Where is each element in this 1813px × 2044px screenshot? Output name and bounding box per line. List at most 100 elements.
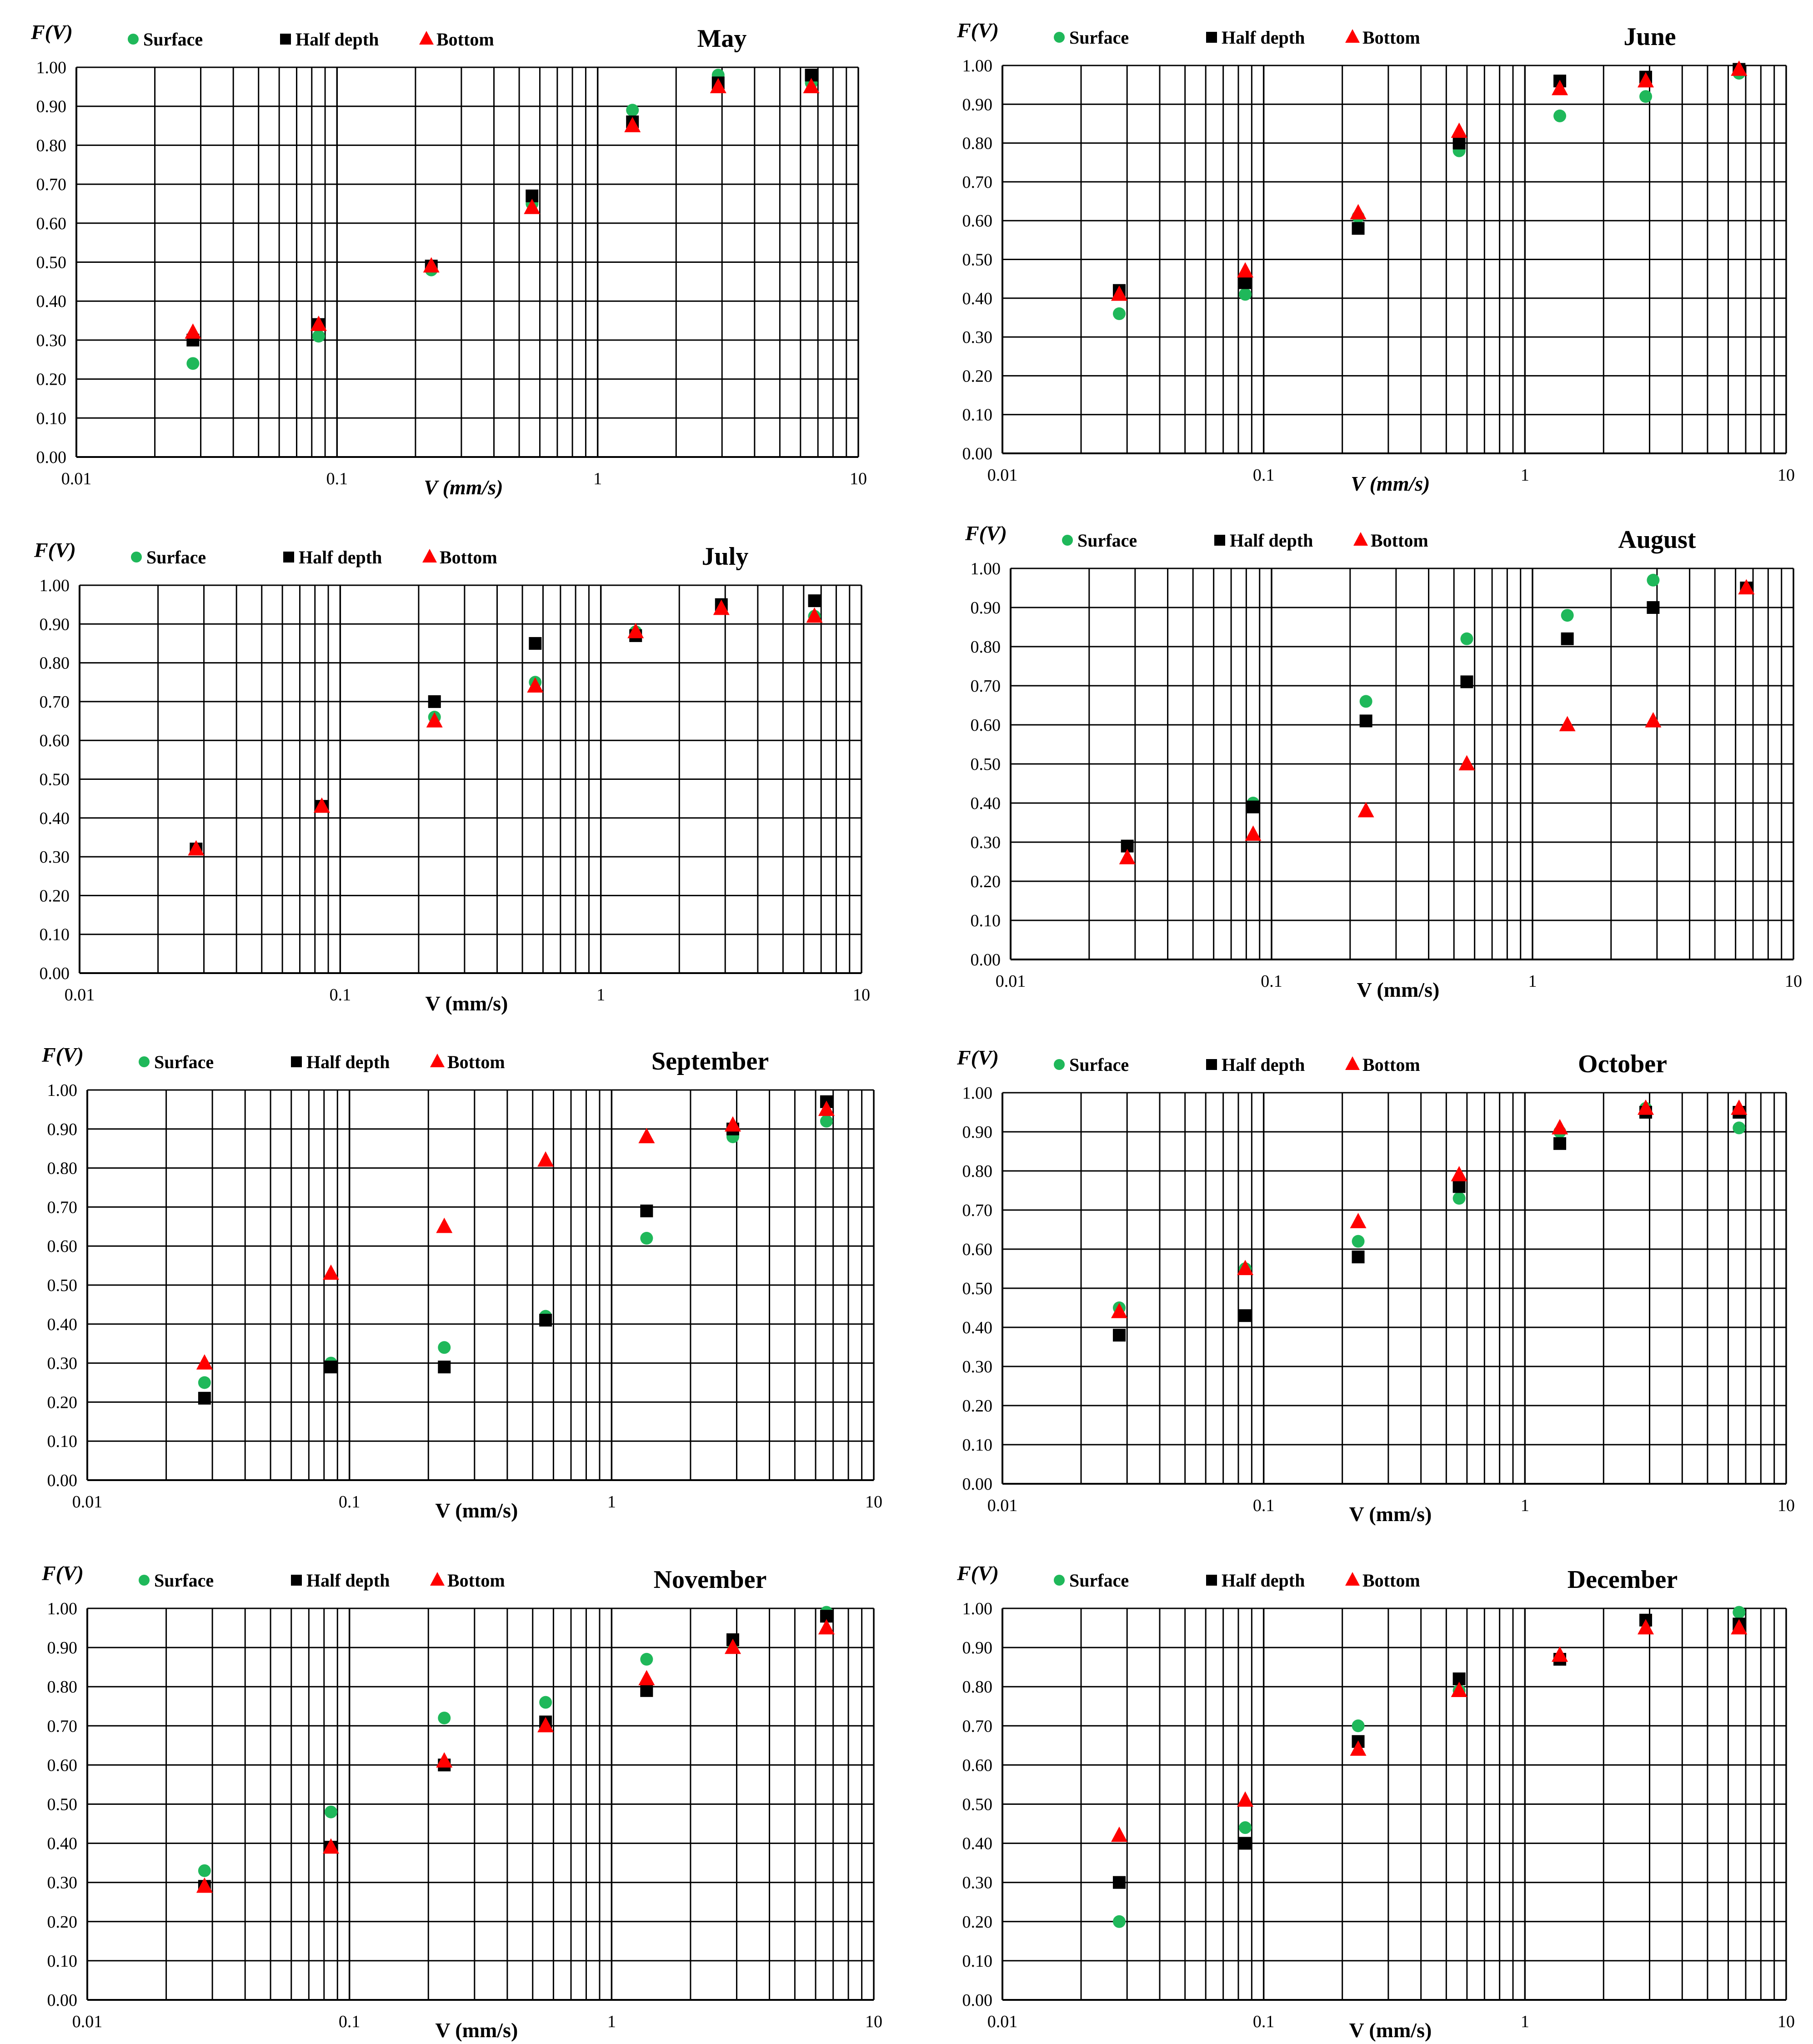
legend-label: Surface [154, 1052, 214, 1072]
x-axis-label: V (mm/s) [435, 2019, 518, 2042]
y-tick-label: 0.00 [40, 964, 70, 983]
data-point-surface [1239, 1821, 1252, 1834]
legend-label: Half depth [1230, 530, 1313, 551]
y-tick-label: 0.20 [47, 1393, 78, 1412]
data-point-bottom [724, 1638, 741, 1654]
y-tick-label: 0.20 [40, 886, 70, 905]
y-tick-label: 1.00 [47, 1081, 78, 1100]
data-point-half-depth [1112, 1329, 1126, 1342]
y-tick-label: 0.80 [962, 134, 993, 153]
data-point-bottom [713, 599, 730, 615]
y-tick-label: 0.80 [36, 136, 67, 155]
y-tick-label: 0.40 [47, 1315, 78, 1334]
data-point-surface [626, 104, 639, 117]
legend-label: Surface [146, 547, 206, 567]
y-tick-label: 0.80 [47, 1159, 78, 1178]
y-tick-label: 0.80 [40, 654, 70, 673]
y-tick-label: 0.10 [962, 1436, 993, 1455]
legend-marker-bottom [430, 1572, 445, 1586]
legend-label: Bottom [447, 1570, 505, 1591]
data-point-surface [1561, 609, 1574, 622]
data-point-bottom [1350, 204, 1367, 220]
y-tick-label: 0.30 [40, 848, 70, 867]
y-tick-label: 0.80 [962, 1677, 993, 1697]
data-point-surface [1460, 632, 1473, 645]
data-point-surface [1352, 1235, 1365, 1248]
x-tick-label: 0.1 [339, 2012, 361, 2031]
data-point-bottom [537, 1151, 554, 1167]
legend-label: Half depth [1222, 1055, 1305, 1075]
y-tick-label: 0.90 [962, 1638, 993, 1657]
x-tick-label: 0.01 [996, 972, 1026, 991]
legend-marker-surface [1054, 1059, 1065, 1070]
y-tick-label: 0.40 [962, 1834, 993, 1853]
data-point-surface [198, 1376, 211, 1389]
x-tick-label: 0.1 [1261, 972, 1282, 991]
data-point-bottom [1350, 1213, 1367, 1228]
data-point-bottom [1458, 755, 1475, 771]
y-tick-label: 1.00 [962, 1599, 993, 1618]
y-tick-label: 0.90 [47, 1120, 78, 1139]
x-tick-label: 0.1 [1253, 2012, 1275, 2031]
y-tick-label: 0.50 [47, 1795, 78, 1814]
legend-label: Half depth [306, 1052, 390, 1072]
data-point-surface [640, 1232, 653, 1245]
legend-label: Bottom [1362, 27, 1420, 48]
data-point-bottom [524, 198, 541, 214]
data-point-bottom [527, 677, 544, 693]
x-axis-label: V (mm/s) [1357, 978, 1439, 1001]
y-tick-label: 0.70 [971, 677, 1001, 696]
x-tick-label: 1 [1521, 1496, 1529, 1515]
data-point-surface [820, 1115, 833, 1128]
legend-label: Half depth [1222, 27, 1305, 48]
chart-panel-december: 0.00 0.10 0.20 0.30 0.40 0.50 0.60 0.70 0.80 0.90… [957, 1562, 1795, 2042]
legend-label: Surface [1077, 530, 1137, 551]
y-tick-label: 0.00 [971, 950, 1001, 969]
y-tick-label: 0.00 [47, 1991, 78, 2010]
data-point-bottom [322, 1838, 339, 1854]
data-point-half-depth [1112, 1876, 1126, 1889]
y-tick-label: 0.40 [962, 1318, 993, 1337]
y-tick-label: 0.60 [971, 716, 1001, 735]
data-point-bottom [1638, 1619, 1654, 1635]
y-tick-label: 0.80 [962, 1162, 993, 1181]
x-tick-label: 10 [1785, 972, 1802, 991]
y-tick-label: 0.30 [47, 1873, 78, 1893]
x-tick-label: 1 [1521, 2012, 1529, 2031]
legend-label: Half depth [306, 1570, 390, 1591]
data-point-half-depth [1359, 714, 1372, 728]
chart-panel-july: 0.00 0.10 0.20 0.30 0.40 0.50 0.60 0.70 0.80 0.90… [34, 538, 870, 1015]
x-tick-label: 10 [850, 469, 867, 488]
data-point-bottom [1731, 1099, 1748, 1115]
chart-panel-october: 0.00 0.10 0.20 0.30 0.40 0.50 0.60 0.70 0.80 0.90… [957, 1046, 1795, 1526]
legend-label: Half depth [299, 547, 382, 567]
legend-marker-surface [1054, 32, 1065, 43]
y-tick-label: 0.90 [40, 615, 70, 634]
legend-marker-bottom [422, 549, 437, 562]
data-point-half-depth [1452, 1180, 1466, 1193]
data-point-half-depth [1553, 1137, 1567, 1150]
x-tick-label: 10 [1778, 1496, 1795, 1515]
legend-label: Surface [1069, 27, 1129, 48]
x-axis-label: V (mm/s) [1349, 2019, 1432, 2042]
y-tick-label: 0.30 [971, 833, 1001, 852]
x-tick-label: 10 [1778, 466, 1795, 485]
legend-marker-bottom [430, 1054, 445, 1067]
legend-label: Half depth [295, 29, 379, 50]
x-tick-label: 1 [607, 2012, 616, 2031]
x-tick-label: 0.01 [987, 466, 1018, 485]
data-point-bottom [1552, 80, 1568, 95]
y-tick-label: 0.20 [36, 370, 67, 389]
data-point-bottom [1111, 285, 1127, 301]
data-point-bottom [627, 623, 644, 638]
legend-label: Bottom [1371, 530, 1428, 551]
data-point-bottom [710, 78, 726, 94]
y-tick-label: 0.60 [40, 731, 70, 750]
legend-marker-half-depth [1214, 535, 1225, 546]
y-tick-label: 0.60 [962, 1240, 993, 1259]
y-tick-label: 0.10 [36, 409, 67, 428]
chart-panel-may: 0.00 0.10 0.20 0.30 0.40 0.50 0.60 0.70 0.80 0.90… [30, 20, 867, 499]
data-point-half-depth [1239, 276, 1252, 289]
data-point-surface [312, 330, 325, 343]
data-point-bottom [1731, 60, 1748, 76]
